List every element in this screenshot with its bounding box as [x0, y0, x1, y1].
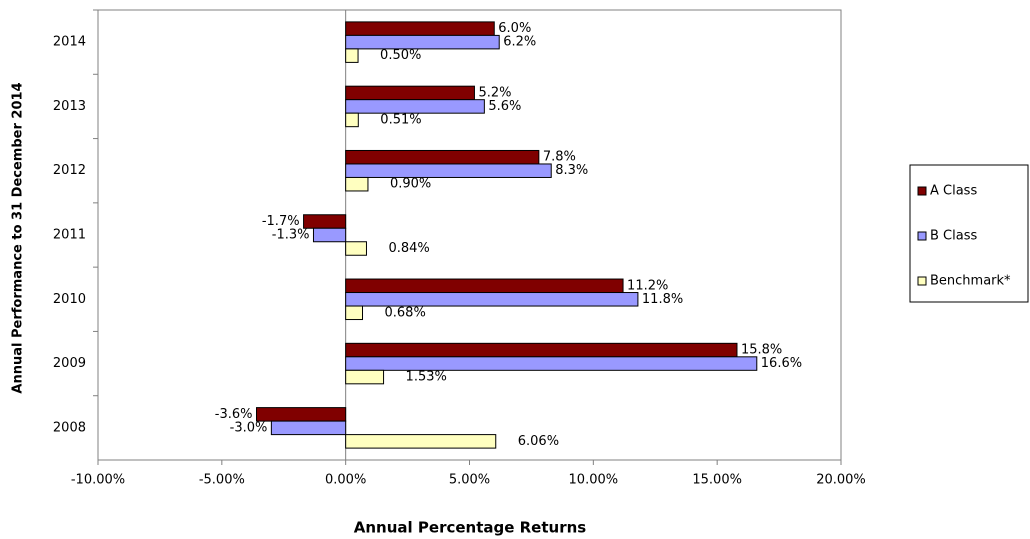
- bar: [345, 85, 475, 101]
- legend-label: A Class: [930, 184, 977, 199]
- x-axis-title: Annual Percentage Returns: [354, 519, 587, 537]
- data-label: 0.51%: [380, 112, 421, 127]
- bar: [345, 434, 497, 449]
- x-tick-label: -10.00%: [71, 473, 125, 488]
- data-label: -3.0%: [230, 420, 268, 435]
- data-label: 5.2%: [478, 85, 511, 100]
- bar: [345, 34, 500, 50]
- y-tick-label: 2008: [53, 420, 86, 435]
- y-tick-label: 2012: [53, 163, 86, 178]
- data-label: 6.06%: [518, 434, 559, 449]
- legend-label: B Class: [930, 229, 977, 244]
- data-label: -3.6%: [215, 407, 253, 422]
- data-label: 16.6%: [761, 356, 802, 371]
- data-label: 0.50%: [380, 48, 421, 63]
- bar: [345, 176, 369, 192]
- y-tick-label: 2011: [53, 228, 86, 243]
- bar: [345, 241, 367, 256]
- bar: [345, 149, 540, 165]
- y-tick-label: 2009: [53, 356, 86, 371]
- legend-swatch: [917, 231, 927, 241]
- bar: [345, 278, 624, 294]
- bar: [345, 369, 385, 385]
- bar: [345, 112, 359, 128]
- bar: [270, 420, 347, 436]
- bar: [345, 292, 639, 307]
- plot-area: [97, 9, 842, 461]
- x-tick-label: 10.00%: [569, 473, 619, 488]
- legend-box: [909, 164, 1029, 303]
- x-tick-label: 15.00%: [692, 473, 742, 488]
- y-tick-label: 2010: [53, 292, 86, 307]
- bar: [312, 227, 347, 243]
- data-label: 5.6%: [488, 99, 521, 114]
- bar: [345, 356, 758, 371]
- data-label: -1.3%: [272, 228, 310, 243]
- bar: [345, 163, 552, 178]
- data-label: 6.0%: [498, 21, 531, 36]
- data-label: 6.2%: [503, 35, 536, 50]
- legend-swatch: [917, 186, 927, 196]
- x-tick-label: -5.00%: [199, 473, 245, 488]
- data-label: 8.3%: [555, 163, 588, 178]
- bar: [345, 99, 485, 114]
- y-tick-label: 2014: [53, 35, 86, 50]
- data-label: 0.90%: [390, 177, 431, 192]
- y-axis-title: Annual Performance to 31 December 2014: [11, 82, 26, 393]
- legend-swatch: [917, 276, 927, 286]
- x-tick-label: 5.00%: [449, 473, 490, 488]
- bar: [345, 342, 738, 358]
- data-label: 0.68%: [385, 305, 426, 320]
- x-tick-label: 0.00%: [325, 473, 366, 488]
- x-tick-label: 20.00%: [816, 473, 866, 488]
- bar: [303, 214, 347, 229]
- data-label: 11.8%: [642, 292, 683, 307]
- data-label: 11.2%: [627, 278, 668, 293]
- bar: [256, 407, 347, 422]
- data-label: 1.53%: [406, 370, 447, 385]
- y-tick-label: 2013: [53, 99, 86, 114]
- legend-label: Benchmark*: [930, 274, 1011, 289]
- data-label: 15.8%: [741, 343, 782, 358]
- bar: [345, 48, 359, 63]
- data-label: 7.8%: [543, 150, 576, 165]
- bar: [345, 21, 495, 36]
- bar: [345, 305, 364, 321]
- data-label: -1.7%: [262, 214, 300, 229]
- data-label: 0.84%: [388, 241, 429, 256]
